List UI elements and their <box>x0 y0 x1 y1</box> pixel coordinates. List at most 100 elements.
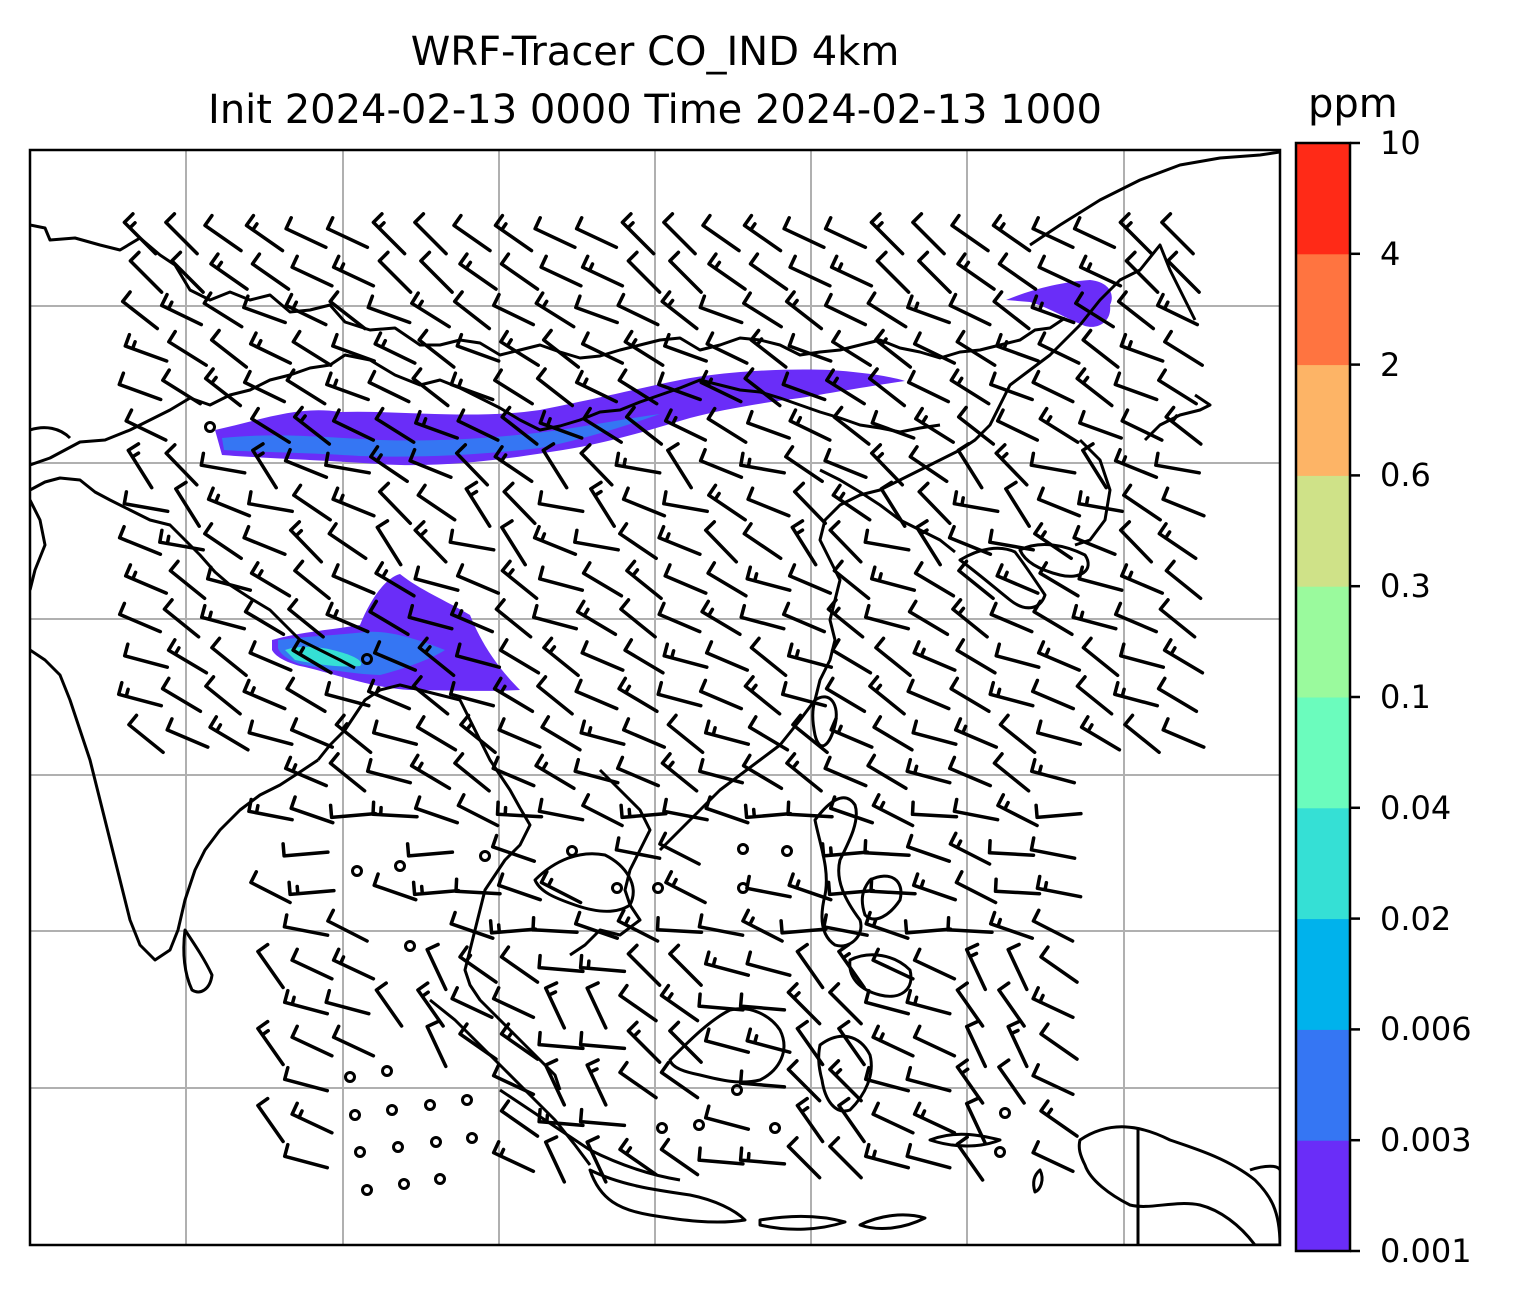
wind-barb <box>906 369 951 404</box>
wind-barb <box>166 638 209 675</box>
wind-barb <box>1036 486 1082 518</box>
wind-barb <box>579 719 626 746</box>
wind-barb <box>291 329 333 367</box>
wind-barb <box>871 947 915 981</box>
wind-barb <box>988 680 1035 708</box>
wind-barb <box>993 877 1042 896</box>
wind-barb <box>282 1142 330 1170</box>
colorbar-tick-label: 0.04 <box>1380 788 1452 827</box>
wind-barb <box>1039 1022 1079 1061</box>
wind-barb <box>618 522 658 561</box>
wind-barb <box>160 676 203 714</box>
wind-barb <box>1158 598 1197 639</box>
colorbar-segment-6 <box>1296 475 1350 587</box>
wind-barb <box>824 676 867 714</box>
wind-barb <box>905 1065 952 1093</box>
wind-barb <box>913 561 956 598</box>
wind-barb <box>873 328 913 369</box>
wind-barb <box>874 636 912 678</box>
wind-barb <box>741 908 784 943</box>
wind-barb <box>869 443 905 487</box>
wind-barb <box>742 522 783 561</box>
wind-barb <box>284 216 328 250</box>
colorbar-tick-label: 0.001 <box>1380 1232 1472 1270</box>
colorbar-tick-label: 0.003 <box>1380 1121 1472 1160</box>
wind-barb <box>453 752 491 793</box>
plume-northeast <box>1006 280 1112 327</box>
wind-barb <box>496 872 543 902</box>
wind-barb <box>574 216 619 250</box>
wind-barb <box>1037 331 1081 365</box>
wind-barb <box>248 331 293 365</box>
wind-barb <box>989 371 1034 402</box>
calm-circle <box>999 1107 1011 1119</box>
wind-barb <box>912 331 957 365</box>
wind-barb <box>1116 290 1156 331</box>
wind-barb <box>243 599 286 637</box>
wind-barb <box>995 563 1040 595</box>
wind-barb <box>745 950 792 977</box>
wind-barb <box>1032 599 1074 637</box>
wind-barb <box>1037 254 1081 288</box>
wind-barb <box>788 408 832 442</box>
calm-circle <box>361 1184 373 1196</box>
wind-barb <box>1036 640 1082 672</box>
wind-barb <box>1031 369 1075 404</box>
wind-barb <box>1166 250 1201 294</box>
wind-barb <box>626 943 662 987</box>
wind-barb <box>947 524 993 556</box>
wind-barb <box>537 490 585 514</box>
wind-barb <box>910 800 959 819</box>
wind-barb <box>537 797 585 822</box>
colorbar-segment-8 <box>1296 253 1350 366</box>
wind-barb <box>911 872 958 902</box>
wind-barb <box>491 1140 536 1174</box>
wind-barb <box>792 481 828 526</box>
wind-barb <box>1075 367 1114 408</box>
wind-barb <box>871 1024 915 1058</box>
wind-barb <box>907 599 950 637</box>
wind-barb <box>1031 1063 1075 1097</box>
wind-barb <box>247 490 294 514</box>
wind-barb <box>660 290 699 331</box>
wind-barb <box>247 797 294 822</box>
wind-barb <box>417 636 456 678</box>
wind-barb <box>1118 642 1166 669</box>
wind-barb <box>1081 328 1120 369</box>
calm-circle <box>398 1178 410 1190</box>
wind-barb <box>707 252 747 291</box>
wind-barb <box>784 290 824 331</box>
wind-barb <box>292 483 332 522</box>
wind-barb <box>531 603 579 631</box>
wind-barb <box>1122 483 1162 522</box>
wind-barb <box>662 490 709 514</box>
wind-barb <box>491 292 536 327</box>
wind-barb <box>249 561 292 598</box>
colorbar-tick-label: 2 <box>1380 345 1401 384</box>
wind-barb <box>369 445 409 484</box>
wind-barb <box>372 872 418 902</box>
wind-barb <box>454 642 502 669</box>
wind-barb <box>1154 451 1201 475</box>
wind-barb <box>1071 603 1118 631</box>
wind-barb <box>283 755 329 788</box>
wind-barb <box>242 524 287 556</box>
wind-barb <box>995 332 1040 363</box>
wind-barb <box>785 752 823 793</box>
wind-barb <box>374 561 416 598</box>
wind-barb <box>706 561 748 598</box>
wind-barb <box>199 451 247 475</box>
wind-barb <box>1078 254 1123 288</box>
colorbar-tick-label: 0.6 <box>1380 456 1431 495</box>
wind-barb <box>826 598 865 639</box>
wind-barb <box>1164 559 1203 601</box>
wind-barb <box>165 717 210 749</box>
wind-barb <box>464 480 492 528</box>
wind-barb <box>745 565 792 592</box>
wind-barb <box>458 1022 498 1061</box>
wind-barb <box>703 1104 751 1131</box>
wind-barb <box>616 908 660 943</box>
wind-barb <box>117 524 163 556</box>
wind-barb <box>167 329 208 367</box>
wind-barb <box>949 676 991 714</box>
